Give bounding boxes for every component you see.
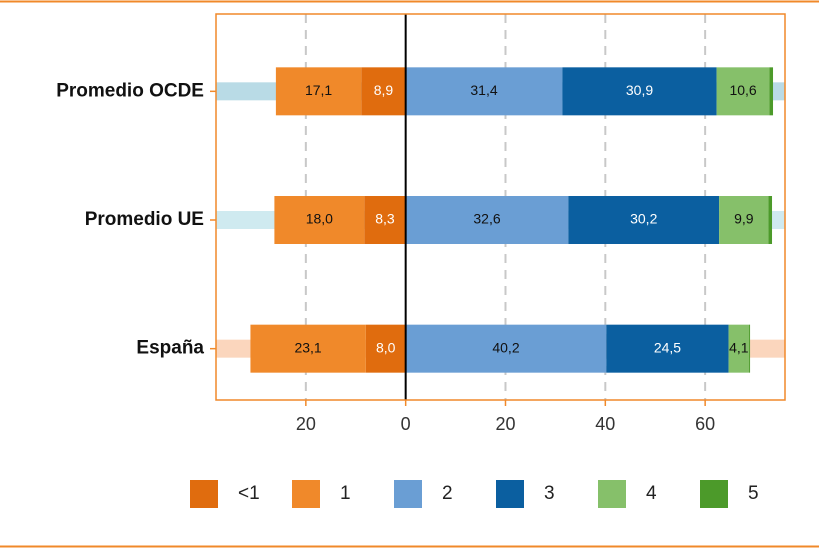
- legend-label: 4: [646, 483, 657, 504]
- bar-segment: [405, 67, 563, 116]
- value-label: 8,0: [376, 339, 396, 355]
- bar-segment: [275, 67, 362, 116]
- value-label: 18,0: [306, 211, 333, 227]
- bar-segment: [768, 196, 773, 244]
- plot: 20 0 20 40 60 8,9 17,1 31,4 30,9 10,6 Promedio OCD…: [56, 14, 785, 508]
- value-label: 9,9: [734, 211, 754, 227]
- bar-segment: [405, 196, 569, 244]
- bar-segment: [568, 196, 720, 244]
- value-label: 31,4: [470, 82, 497, 98]
- bar-segment: [606, 324, 729, 373]
- value-label: 40,2: [492, 339, 519, 355]
- value-label: 10,6: [729, 82, 756, 98]
- bar-segment: [716, 67, 770, 116]
- legend-swatch: [292, 480, 320, 508]
- value-label: 17,1: [305, 82, 332, 98]
- value-label: 30,9: [626, 82, 653, 98]
- x-tick-label: 40: [595, 414, 615, 434]
- legend-label: 1: [340, 483, 351, 504]
- legend-label: 3: [544, 483, 555, 504]
- bar-segment: [364, 196, 406, 244]
- legend-swatch: [190, 480, 218, 508]
- bar-segment: [405, 324, 607, 373]
- bar-segment: [719, 196, 769, 244]
- bar-segment: [769, 67, 774, 116]
- legend-label: <1: [238, 483, 260, 504]
- bar-segment: [361, 67, 406, 116]
- legend-swatch: [394, 480, 422, 508]
- x-tick-label: 20: [495, 414, 515, 434]
- x-tick-label: 20: [296, 414, 316, 434]
- x-tick-label: 0: [401, 414, 411, 434]
- panel-border: [215, 13, 786, 401]
- bar-segment: [562, 67, 717, 116]
- bar-segment: [749, 324, 751, 373]
- bar-segment: [728, 324, 750, 373]
- y-tick-label: Promedio UE: [85, 209, 204, 230]
- value-label: 8,9: [374, 82, 394, 98]
- value-label: 30,2: [630, 211, 657, 227]
- value-label: 8,3: [375, 211, 395, 227]
- y-tick-label: Promedio OCDE: [56, 80, 204, 101]
- legend-swatch: [496, 480, 524, 508]
- value-label: 23,1: [294, 339, 321, 355]
- x-tick-label: 60: [695, 414, 715, 434]
- bar-segment: [274, 196, 365, 244]
- y-tick-label: España: [136, 338, 204, 359]
- legend-label: 2: [442, 483, 453, 504]
- legend-label: 5: [748, 483, 759, 504]
- value-label: 24,5: [654, 339, 681, 355]
- legend-swatch: [598, 480, 626, 508]
- value-label: 4,1: [729, 339, 749, 355]
- value-label: 32,6: [473, 211, 500, 227]
- legend-swatch: [700, 480, 728, 508]
- bar-segment: [365, 324, 406, 373]
- bar-segment: [250, 324, 366, 373]
